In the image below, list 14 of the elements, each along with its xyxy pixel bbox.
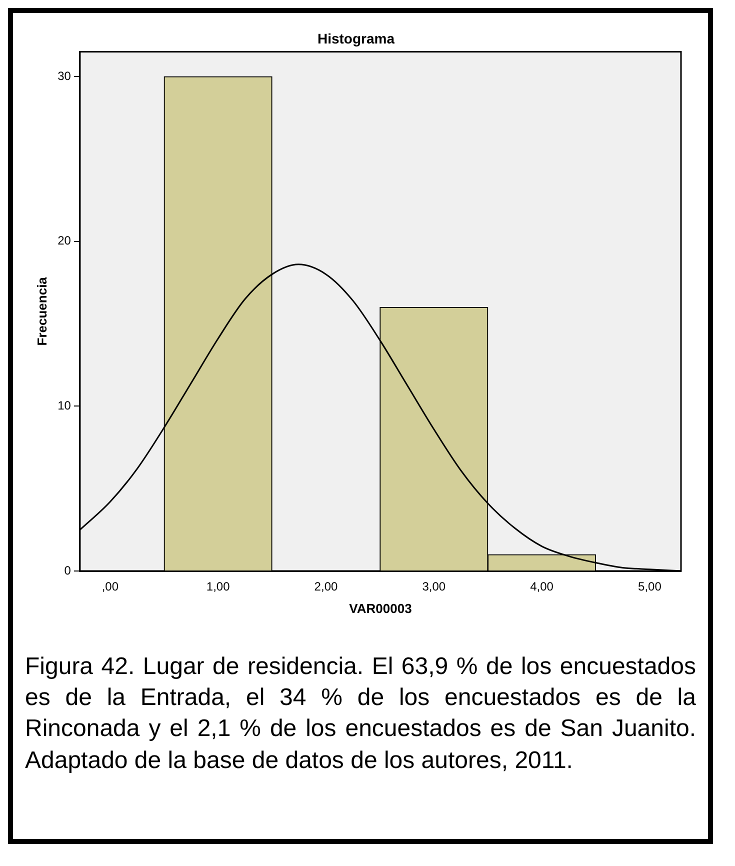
x-axis-title: VAR00003 bbox=[349, 600, 412, 616]
y-axis-title: Frecuencia bbox=[34, 276, 50, 346]
y-tick-label: 20 bbox=[58, 234, 72, 248]
y-tick-label: 30 bbox=[58, 68, 72, 83]
y-tick-label: 10 bbox=[58, 398, 72, 412]
chart-title: Histograma bbox=[317, 30, 395, 46]
x-tick-label: ,00 bbox=[102, 580, 119, 594]
x-tick-label: 2,00 bbox=[314, 580, 338, 594]
x-tick-label: 3,00 bbox=[422, 580, 446, 594]
text: Figura 42. Lugar de residencia. El 63,9 % de los encuestados es de la Entrada, el 34 % de los encuestados es de la Rinconada y el 2,1 % de los encuestados es de San Juanito. Adaptado de la base de datos de los autores, 2011. bbox=[25, 652, 696, 776]
x-tick-label: 4,00 bbox=[530, 580, 554, 594]
x-tick-label: 5,00 bbox=[638, 580, 662, 594]
x-tick-label: 1,00 bbox=[206, 580, 230, 594]
y-tick-label: 0 bbox=[64, 563, 72, 578]
